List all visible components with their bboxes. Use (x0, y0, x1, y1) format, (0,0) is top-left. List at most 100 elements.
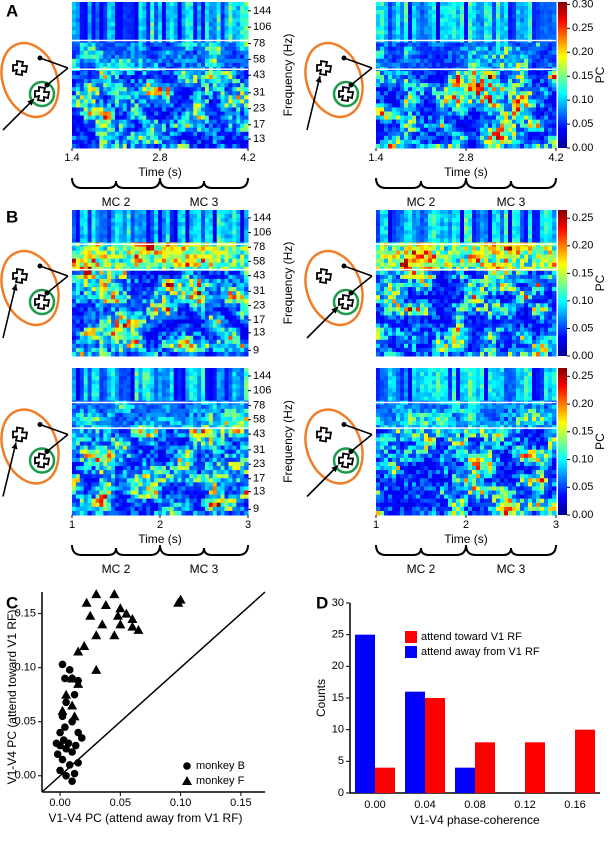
heatmap-cell (232, 291, 237, 296)
heatmap-cell (232, 311, 237, 316)
heatmap-cell (197, 283, 202, 288)
heatmap-cell (115, 250, 120, 256)
heatmap-cell (197, 351, 202, 357)
heatmap-cell (126, 119, 132, 125)
heatmap-cell (220, 283, 226, 288)
heatmap-cell (512, 14, 517, 19)
heatmap-cell (408, 123, 413, 129)
heatmap-cell (142, 230, 147, 235)
heatmap-cell (111, 99, 116, 104)
heatmap-cell (488, 103, 493, 108)
heatmap-cell (91, 238, 96, 243)
heatmap-cell (138, 323, 143, 329)
heatmap-cell (165, 299, 171, 304)
heatmap-cell (134, 91, 139, 96)
heatmap-cell (404, 135, 409, 141)
heatmap-cell (548, 2, 553, 7)
heatmap-cell (72, 127, 77, 133)
heatmap-cell (103, 111, 108, 117)
heatmap-cell (240, 46, 245, 52)
heatmap-cell (181, 58, 186, 64)
heatmap-cell (185, 46, 190, 52)
heatmap-cell (520, 50, 525, 56)
heatmap-cell (544, 30, 549, 35)
heatmap-cell (212, 127, 218, 133)
heatmap-cell (376, 111, 381, 117)
heatmap-cell (216, 30, 222, 35)
heatmap-cell (134, 307, 139, 312)
heatmap-cell (154, 54, 159, 60)
heatmap-cell (189, 58, 194, 64)
heatmap-cell (118, 26, 124, 31)
heatmap-cell (169, 323, 175, 329)
heatmap-cell (169, 339, 175, 345)
heatmap-cell (107, 91, 112, 96)
heatmap-cell (492, 135, 497, 141)
heatmap-cell (197, 210, 202, 215)
heatmap-cell (416, 143, 421, 149)
heatmap-cell (484, 10, 489, 15)
heatmap-cell (130, 42, 136, 48)
heatmap-cell (512, 30, 517, 35)
heatmap-cell (83, 99, 89, 104)
heatmap-cell (79, 291, 85, 296)
heatmap-cell (142, 238, 147, 243)
x-axis-title: Time (s) (444, 165, 488, 179)
heatmap-cell (244, 127, 249, 133)
heatmap-cell (420, 127, 425, 133)
heatmap-cell (224, 34, 229, 39)
heatmap-cell (87, 58, 93, 64)
heatmap-cell (504, 26, 509, 31)
heatmap-cell (72, 103, 77, 108)
heatmap-cell (158, 79, 163, 84)
heatmap-cell (75, 270, 81, 276)
heatmap-cell (552, 2, 557, 7)
heatmap-cell (150, 22, 155, 27)
heatmap-cell (448, 54, 453, 60)
heatmap-cell (107, 6, 112, 11)
heatmap-cell (244, 34, 249, 39)
heatmap-cell (138, 299, 143, 304)
heatmap-cell (228, 299, 233, 304)
heatmap-cell (150, 254, 155, 260)
heatmap-cell (480, 131, 485, 137)
heatmap-cell (115, 50, 120, 56)
heatmap-cell (376, 46, 381, 52)
heatmap-cell (236, 83, 241, 88)
heatmap-cell (146, 99, 151, 104)
heatmap-cell (468, 75, 473, 80)
heatmap-cell (177, 10, 183, 15)
heatmap-cell (154, 291, 159, 296)
heatmap-cell (404, 42, 409, 48)
heatmap-cell (173, 315, 179, 320)
heatmap-cell (103, 327, 108, 333)
heatmap-cell (436, 99, 441, 104)
heatmap-cell (492, 10, 497, 15)
heatmap-cell (500, 42, 505, 48)
heatmap-cell (169, 303, 175, 308)
heatmap-cell (484, 26, 489, 31)
heatmap-cell (115, 135, 120, 141)
heatmap-cell (468, 83, 473, 88)
heatmap-cell (173, 119, 179, 125)
heatmap-cell (181, 226, 186, 231)
heatmap-cell (232, 83, 237, 88)
heatmap-cell (416, 87, 421, 92)
heatmap-cell (75, 58, 81, 64)
heatmap-cell (436, 62, 441, 68)
heatmap-cell (476, 26, 481, 31)
heatmap-cell (392, 119, 397, 125)
heatmap-cell (138, 83, 143, 88)
heatmap-cell (103, 62, 108, 68)
heatmap-cell (118, 87, 124, 92)
heatmap-cell (72, 87, 77, 92)
heatmap-cell (181, 347, 186, 353)
heatmap-cell (189, 238, 194, 243)
heatmap-cell (111, 50, 116, 56)
heatmap-cell (464, 58, 469, 64)
heatmap-cell (161, 311, 167, 316)
heatmap-cell (158, 270, 163, 276)
stimulus-cartoon (0, 249, 69, 339)
colorbar-tick-label: 0.10 (572, 94, 593, 106)
heatmap-cell (532, 99, 537, 104)
